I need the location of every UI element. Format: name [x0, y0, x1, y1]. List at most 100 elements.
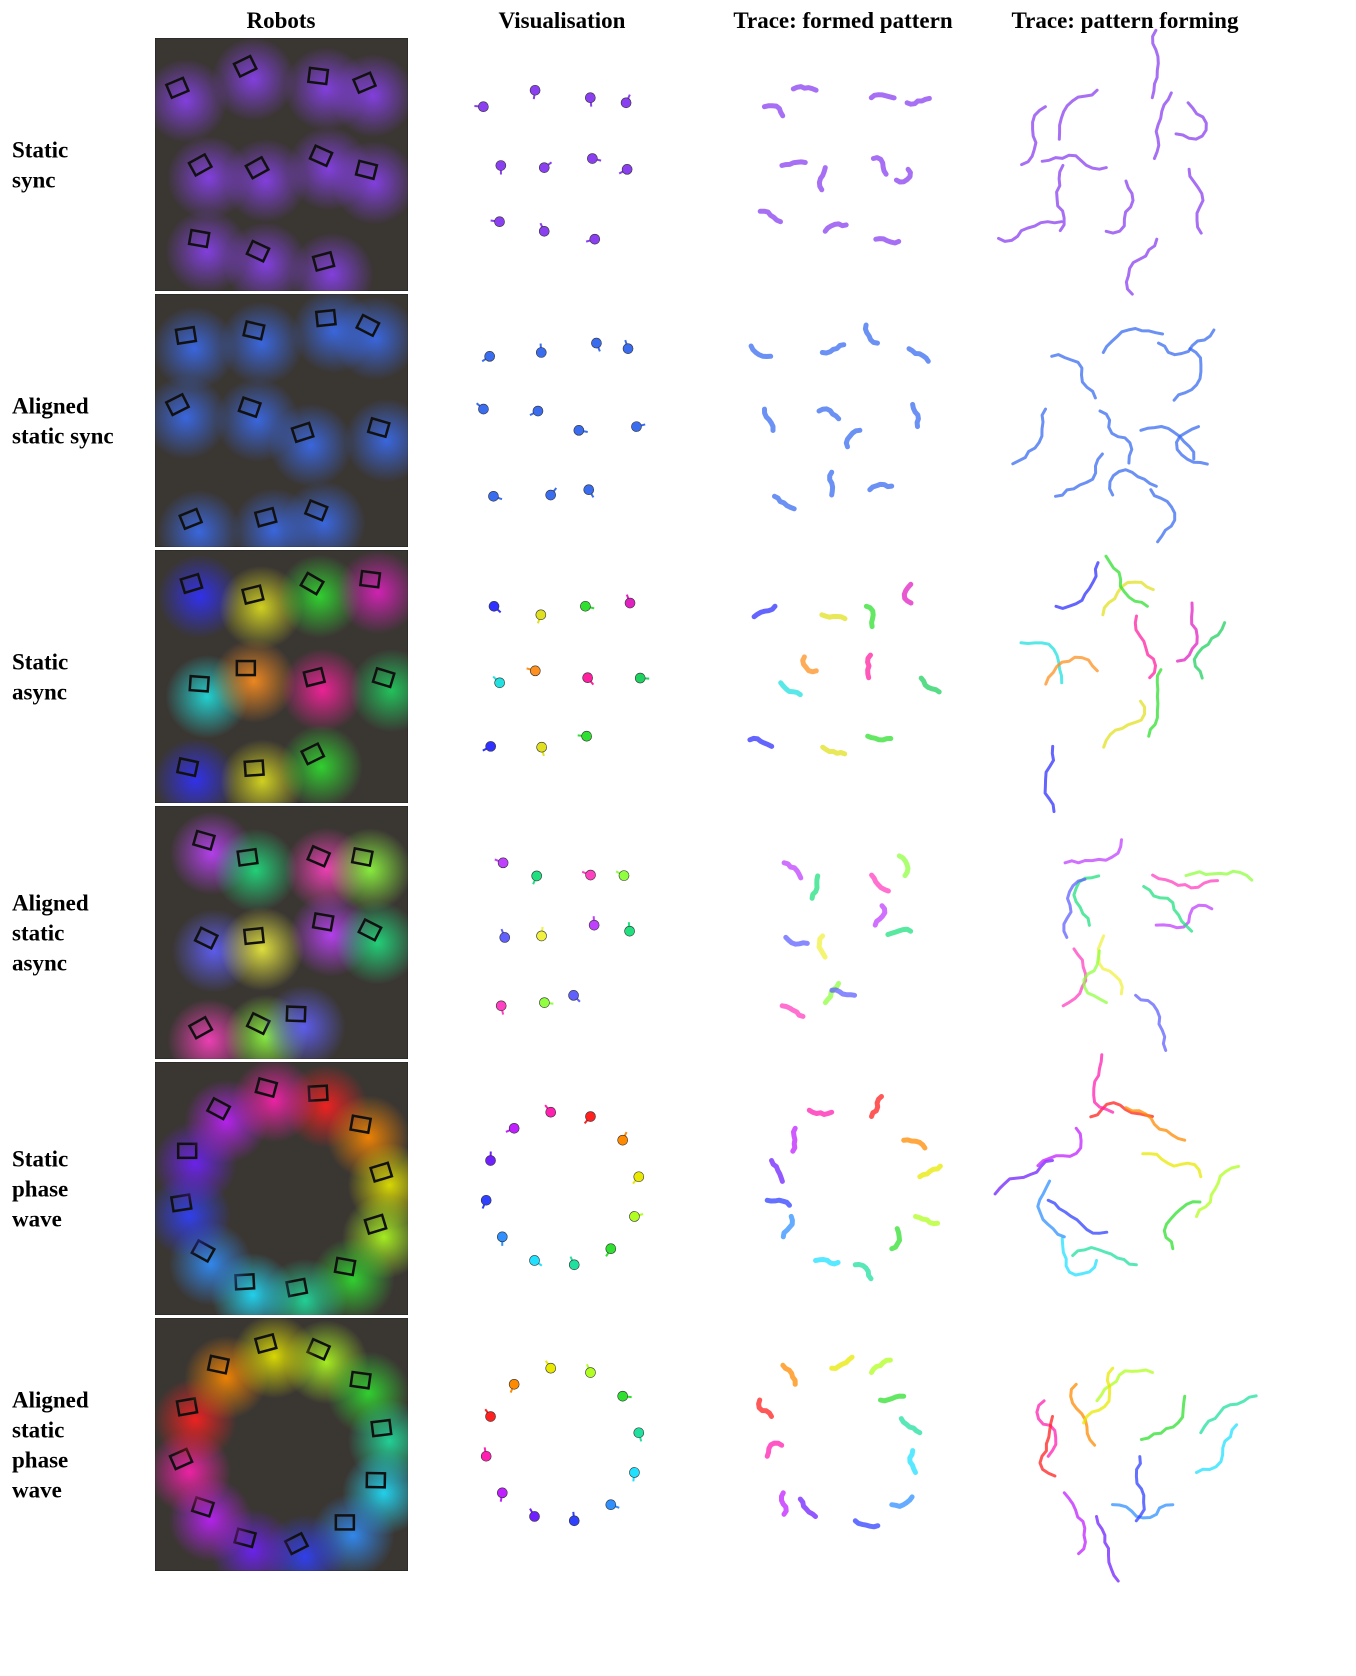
trace: [1104, 554, 1149, 608]
trace: [907, 1448, 918, 1475]
robot: [188, 674, 210, 693]
robot: [244, 155, 271, 180]
robot-dot: [480, 1194, 492, 1206]
trace: [820, 744, 848, 757]
robot-glow: [155, 58, 228, 143]
row-label: Aligned: [12, 891, 89, 916]
trace: [889, 1494, 915, 1509]
trace: [816, 933, 828, 960]
trace: [993, 1159, 1054, 1196]
trace: [852, 1518, 881, 1530]
robot-dot: [494, 216, 505, 228]
row-label: sync: [12, 168, 55, 193]
trace: [1089, 1101, 1154, 1119]
trace: [1011, 407, 1047, 466]
trace: [1154, 903, 1214, 930]
trace: [1063, 838, 1123, 865]
trace: [1044, 655, 1099, 686]
robot-dot: [624, 597, 636, 609]
row-label: static: [12, 1418, 64, 1443]
robot: [363, 1213, 388, 1236]
trace: [790, 84, 819, 93]
robot-glow: [155, 306, 237, 391]
robot-dot: [480, 1450, 492, 1462]
trace: [1134, 1455, 1146, 1523]
robot: [193, 926, 220, 950]
trace: [762, 406, 776, 433]
trace: [1054, 561, 1100, 610]
robot-dot: [621, 164, 633, 175]
trace: [901, 1137, 928, 1151]
robot: [306, 844, 332, 868]
robot-photo: [155, 38, 408, 291]
row-label: Static: [12, 650, 68, 675]
trace: [769, 1158, 785, 1184]
trace: [790, 1125, 798, 1154]
robot: [178, 507, 204, 531]
robot-dot: [485, 741, 496, 752]
trace: [816, 165, 828, 193]
trace: [1038, 1415, 1057, 1478]
trace: [917, 1163, 943, 1180]
row-label: wave: [12, 1207, 62, 1232]
trace: [1199, 1394, 1258, 1435]
robot: [354, 159, 379, 181]
robot-dot: [478, 403, 489, 415]
trace: [1098, 409, 1134, 465]
robot-dot: [495, 1000, 507, 1012]
robot-dot: [545, 1362, 557, 1374]
robot: [205, 1096, 232, 1121]
robot-glow: [211, 639, 296, 724]
trace: [906, 346, 931, 364]
robot: [191, 829, 217, 851]
robot: [311, 250, 336, 273]
trace: [1069, 1382, 1097, 1447]
trace: [1142, 885, 1194, 933]
robot: [349, 1370, 372, 1390]
trace: [819, 612, 848, 622]
robot: [308, 144, 334, 168]
robot-glow: [335, 900, 408, 985]
robot-dot: [568, 1515, 580, 1527]
robot: [303, 498, 329, 522]
robot: [164, 392, 191, 417]
trace: [779, 1003, 806, 1019]
robot: [240, 584, 265, 606]
trace: [1055, 164, 1066, 233]
robot-dot: [535, 609, 547, 621]
robot: [302, 666, 327, 688]
robot: [358, 569, 382, 589]
robot-dot: [545, 1106, 557, 1118]
trace: [747, 735, 775, 749]
robot: [306, 66, 330, 86]
trace: [898, 1416, 923, 1436]
trace: [910, 401, 921, 430]
trace: [913, 1214, 941, 1227]
trace: [1184, 869, 1254, 882]
trace: [1195, 1164, 1240, 1218]
robot-dot: [529, 1255, 540, 1266]
trace: [863, 603, 876, 630]
robot-dot: [591, 337, 602, 349]
robot: [370, 1418, 393, 1438]
trace: [1134, 993, 1168, 1052]
trace: [1054, 452, 1104, 498]
robot-dot: [605, 1499, 617, 1511]
trace: [816, 406, 842, 422]
trace: [1150, 28, 1160, 100]
trace: [748, 343, 774, 359]
trace: [1036, 1179, 1066, 1239]
robot-dot: [529, 1511, 540, 1522]
trace: [1195, 1423, 1239, 1474]
trace: [1040, 153, 1108, 171]
robot-photo: [155, 1062, 408, 1315]
robot: [187, 228, 211, 249]
robot-photo: [155, 550, 408, 803]
robot-glow: [219, 301, 304, 386]
trace: [1176, 601, 1199, 663]
trace: [868, 92, 897, 101]
robot: [333, 1256, 357, 1277]
robot-glow: [268, 403, 353, 488]
robot-dot: [496, 1231, 508, 1243]
